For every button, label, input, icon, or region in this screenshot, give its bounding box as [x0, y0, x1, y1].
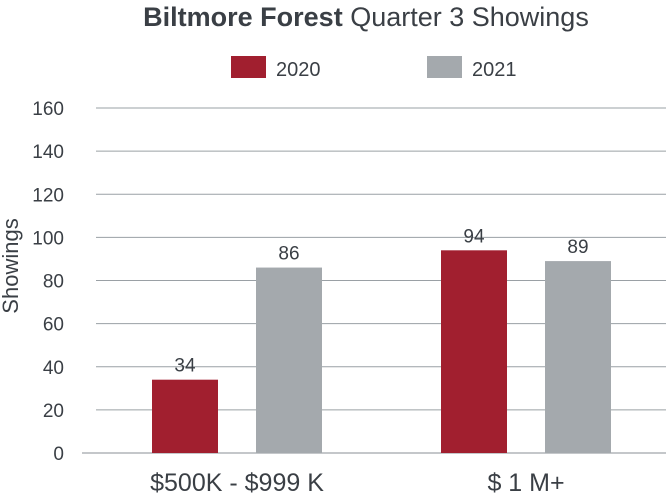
y-tick-20: 20 [43, 401, 64, 422]
bars [152, 250, 611, 453]
chart-title-rest: Quarter 3 Showings [343, 2, 589, 32]
x-tick-1: $ 1 M+ [487, 469, 564, 497]
data-label-2021-1: 89 [567, 237, 588, 258]
y-tick-60: 60 [43, 315, 64, 336]
legend: 2020 2021 [231, 56, 517, 81]
chart-title: Biltmore Forest Quarter 3 Showings [143, 2, 589, 32]
y-tick-80: 80 [43, 272, 64, 293]
y-tick-120: 120 [32, 185, 64, 206]
bar-2020-1 [441, 250, 507, 453]
data-label-2020-1: 94 [463, 226, 485, 247]
legend-swatch-2020 [231, 56, 266, 78]
y-tick-0: 0 [53, 444, 64, 465]
y-tick-140: 140 [32, 142, 64, 163]
legend-swatch-2021 [427, 56, 462, 78]
chart-title-bold: Biltmore Forest [143, 2, 343, 32]
legend-label-2020: 2020 [276, 59, 321, 81]
y-tick-100: 100 [32, 228, 64, 249]
bar-2021-0 [256, 267, 322, 453]
x-tick-0: $500K - $999 K [150, 469, 324, 497]
y-axis-ticks: 0 20 40 60 80 100 120 140 160 [32, 99, 64, 465]
legend-label-2021: 2021 [472, 59, 517, 81]
data-label-2021-0: 86 [278, 244, 299, 265]
y-axis-label: Showings [0, 218, 23, 313]
bar-2021-1 [545, 261, 611, 453]
x-axis-ticks: $500K - $999 K $ 1 M+ [150, 469, 564, 497]
y-tick-160: 160 [32, 99, 64, 120]
data-label-2020-0: 34 [174, 356, 196, 377]
data-labels: 34 86 94 89 [174, 226, 588, 376]
y-tick-40: 40 [43, 358, 64, 379]
bar-2020-0 [152, 379, 218, 453]
